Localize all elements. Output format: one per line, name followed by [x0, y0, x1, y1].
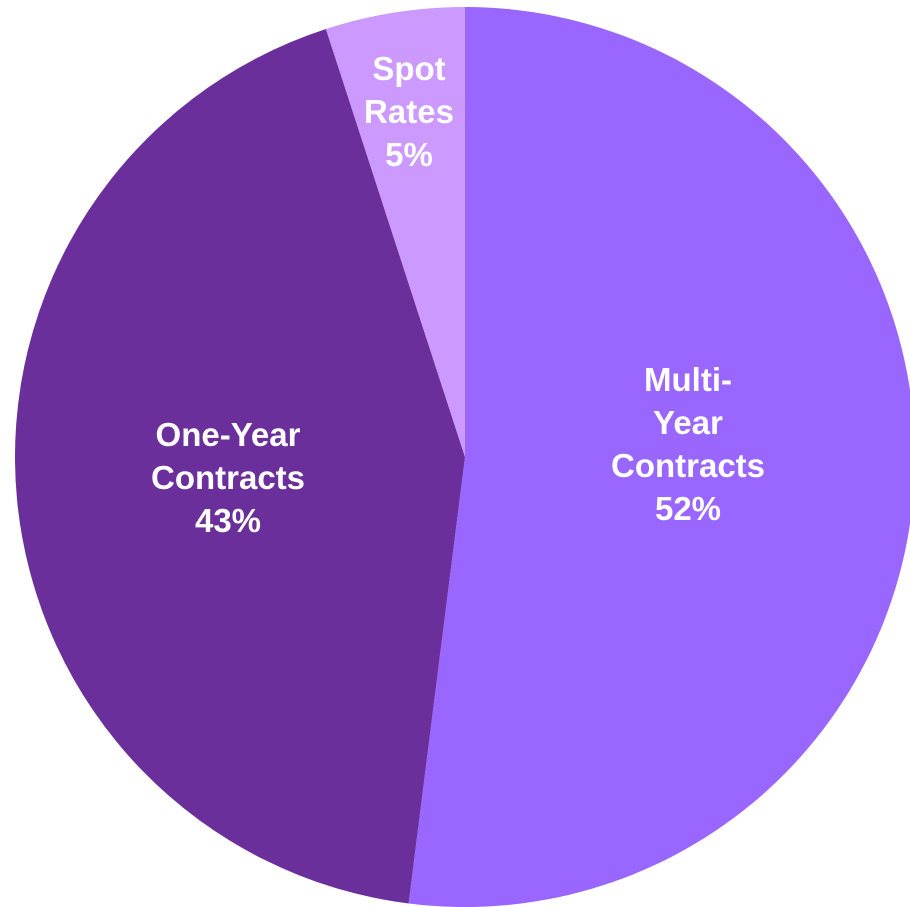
pie-slices	[14, 6, 910, 907]
pie-slice-category-label: Contracts	[151, 459, 305, 496]
pie-slice-value-label: 52%	[655, 490, 721, 527]
pie-slice-label-0: Multi- Year Contracts 52%	[611, 361, 765, 527]
pie-slice-label-1: One-Year Contracts 43%	[151, 416, 305, 539]
pie-slice-category-label: Multi-	[644, 361, 732, 398]
pie-labels: Multi- Year Contracts 52% One-Year Contracts 4…	[151, 50, 765, 539]
pie-slice-label-2: Spot Rates 5%	[364, 50, 454, 173]
pie-slice-category-label: Contracts	[611, 447, 765, 484]
pie-slice-category-label: Spot	[372, 50, 445, 87]
pie-slice-2	[325, 6, 465, 457]
pie-slice-value-label: 43%	[195, 502, 261, 539]
pie-slice-category-label: Year	[653, 404, 723, 441]
pie-slice-category-label: One-Year	[156, 416, 301, 453]
pie-slice-category-label: Rates	[364, 93, 454, 130]
pie-slice-1	[14, 29, 465, 904]
pie-slice-value-label: 5%	[385, 136, 433, 173]
pie-slice-0	[408, 7, 910, 907]
